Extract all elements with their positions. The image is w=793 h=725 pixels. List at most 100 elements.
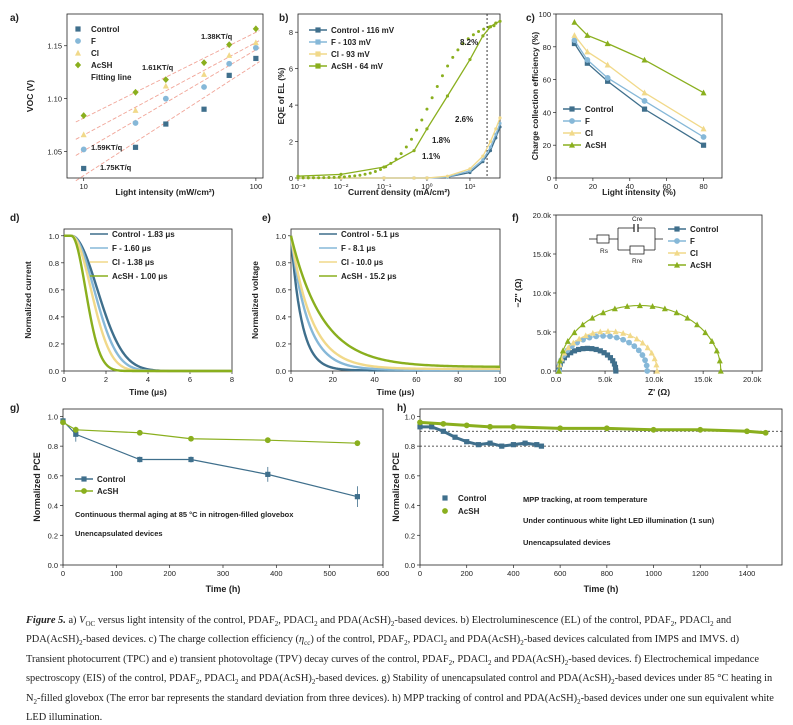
y-tick-label: 0.4 <box>405 502 415 511</box>
circuit-label: Cre <box>632 216 643 223</box>
data-point-square <box>613 368 619 374</box>
data-point-square <box>464 439 470 445</box>
data-point <box>445 174 450 178</box>
panel-label: g) <box>10 403 19 414</box>
legend-label: Control - 116 mV <box>331 26 395 35</box>
y-tick-label: 20.0k <box>533 211 552 220</box>
data-point-circle <box>463 422 470 429</box>
caption-part: 2 <box>443 639 447 648</box>
y-axis-label: Normalized current <box>23 261 33 339</box>
legend-label: AcSH - 15.2 μs <box>341 272 397 281</box>
data-point <box>498 116 502 120</box>
data-point-circle <box>162 95 169 102</box>
data-point-square <box>499 443 505 449</box>
panel-h: 0.0 0.2 0.4 0.6 0.8 1.0 0 200 400 600 800 1000 1200 1… <box>391 408 783 594</box>
data-point-triangle <box>201 71 208 77</box>
data-point <box>412 149 416 153</box>
data-point-square <box>597 348 603 354</box>
y-tick-label: 0.6 <box>405 472 415 481</box>
y-tick-label: 0.4 <box>49 313 59 322</box>
data-point <box>435 85 439 89</box>
series-line <box>64 234 232 373</box>
eqe-annotation: 1.8% <box>432 136 450 145</box>
data-point-square <box>452 434 458 440</box>
panel-b: 0 2 4 6 8 10⁻³ 10⁻² 10⁻¹ 10⁰ 10¹ Current density (… <box>276 13 502 197</box>
data-point-square <box>584 60 590 66</box>
y-tick-label: 0.6 <box>48 472 58 481</box>
data-point-circle <box>674 238 680 244</box>
data-point-circle <box>72 426 79 433</box>
series-line <box>573 21 704 94</box>
data-point <box>487 25 491 29</box>
caption-part: , PDACl <box>407 634 444 646</box>
caption-part: η <box>298 634 305 646</box>
plot-frame <box>555 13 723 179</box>
data-point-circle <box>584 57 591 63</box>
data-point <box>492 24 496 28</box>
legend-label: Cl <box>690 249 698 258</box>
data-point-circle <box>604 75 611 81</box>
x-tick-label: 300 <box>217 569 230 578</box>
x-tick-label: 10 <box>80 182 88 191</box>
data-point-triangle <box>579 321 586 328</box>
data-point-circle <box>697 426 704 433</box>
data-point-triangle <box>717 367 724 374</box>
equivalent-circuit: Cre Rs Rre <box>589 216 663 265</box>
circuit-label: Rre <box>632 258 643 265</box>
data-point <box>498 121 502 125</box>
x-tick-label: 0 <box>418 569 422 578</box>
data-point-square <box>73 431 79 437</box>
x-axis-label: Time (μs) <box>377 387 415 397</box>
legend-label: AcSH <box>690 261 712 270</box>
circuit-label: Rs <box>600 248 609 255</box>
data-point-circle <box>603 425 610 432</box>
caption-part: cc <box>304 639 311 648</box>
data-point-square <box>132 144 139 150</box>
series-line <box>62 421 358 444</box>
data-point <box>498 19 502 23</box>
data-point <box>296 176 300 180</box>
data-point <box>332 175 336 179</box>
eqe-annotation: 8.2% <box>460 38 478 47</box>
x-tick-label: 200 <box>460 569 473 578</box>
legend-label: AcSH <box>91 61 113 70</box>
data-point <box>451 55 455 59</box>
data-point-circle <box>631 343 638 350</box>
caption-part: 2 <box>314 620 318 629</box>
data-point-square <box>571 40 578 47</box>
x-tick-label: 0 <box>61 569 65 578</box>
data-point-triangle <box>584 32 591 38</box>
caption-part: 2 <box>404 639 408 648</box>
data-point-circle <box>635 347 642 354</box>
data-point-circle <box>700 134 707 140</box>
data-point-square <box>265 471 271 477</box>
data-point-circle <box>440 420 447 427</box>
data-point-square <box>75 26 81 32</box>
legend-label: Control - 5.1 μs <box>341 230 400 239</box>
y-tick-label: 0.0 <box>405 561 415 570</box>
legend-label: Cl - 10.0 μs <box>341 258 384 267</box>
x-axis-label: Light intensity (%) <box>602 187 676 197</box>
data-point-triangle <box>716 357 723 364</box>
caption-part: , PDACl <box>452 653 488 665</box>
data-point-triangle <box>702 329 709 336</box>
data-point-square <box>354 494 360 500</box>
data-point-square <box>580 346 586 352</box>
x-tick-label: 15.0k <box>694 375 713 384</box>
x-axis-label: Time (h) <box>584 584 619 594</box>
eqe-annotation: 1.1% <box>422 152 440 161</box>
x-tick-label: 100 <box>494 375 507 384</box>
data-point-triangle <box>604 328 611 334</box>
legend-label: AcSH - 64 mV <box>331 62 384 71</box>
data-point <box>389 161 393 165</box>
data-point-square <box>612 364 619 371</box>
x-axis-label: Time (h) <box>206 584 241 594</box>
data-point <box>348 174 352 178</box>
panel-g: 0.0 0.2 0.4 0.6 0.8 1.0 0 100 200 300 400 500 600 Tim… <box>32 408 389 594</box>
data-point-triangle <box>604 40 611 47</box>
slope-annotation: 1.38KT/q <box>201 32 233 41</box>
chart-annotation: Under continuous white light LED illumin… <box>523 516 715 525</box>
data-point <box>363 172 367 176</box>
caption-part: , PDACl <box>674 615 711 626</box>
data-point <box>445 94 450 98</box>
